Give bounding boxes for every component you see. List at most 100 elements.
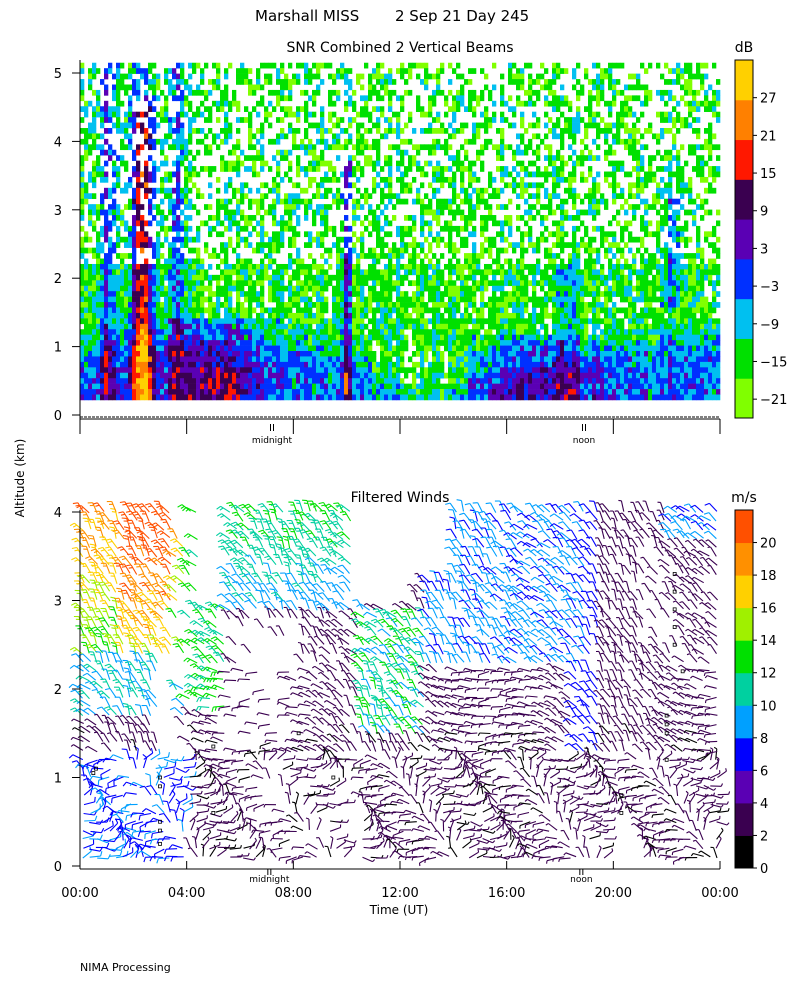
snr-cell bbox=[120, 253, 125, 259]
snr-cell bbox=[208, 345, 213, 352]
snr-cell bbox=[292, 351, 297, 357]
snr-cell bbox=[432, 340, 437, 346]
snr-cell bbox=[404, 79, 409, 85]
snr-cell bbox=[152, 291, 157, 297]
snr-cell bbox=[196, 84, 201, 91]
snr-cell bbox=[256, 198, 261, 205]
snr-cell bbox=[292, 204, 297, 210]
snr-cell bbox=[504, 274, 509, 281]
snr-cell bbox=[512, 106, 517, 112]
snr-cell bbox=[172, 340, 177, 346]
snr-cell bbox=[376, 274, 381, 281]
snr-cell bbox=[164, 225, 169, 232]
snr-cell bbox=[416, 340, 421, 346]
snr-cell bbox=[236, 253, 241, 259]
snr-cell bbox=[520, 318, 525, 325]
snr-cell bbox=[420, 106, 425, 112]
snr-cell bbox=[328, 361, 333, 368]
snr-cell bbox=[516, 215, 521, 221]
snr-cell bbox=[344, 68, 349, 74]
snr-cell bbox=[412, 236, 417, 243]
snr-cell bbox=[184, 79, 189, 85]
snr-cell bbox=[96, 285, 101, 292]
snr-cell bbox=[168, 89, 173, 96]
snr-cell bbox=[396, 176, 401, 183]
snr-cell bbox=[268, 89, 273, 96]
snr-cell bbox=[488, 263, 493, 270]
snr-cell bbox=[404, 242, 409, 248]
snr-cell bbox=[228, 323, 233, 330]
snr-cell bbox=[516, 182, 521, 189]
snr-cell bbox=[248, 307, 253, 314]
snr-cell bbox=[412, 220, 417, 227]
snr-cell bbox=[424, 394, 429, 401]
snr-cell bbox=[108, 149, 113, 156]
snr-cell bbox=[136, 383, 141, 390]
snr-cell bbox=[168, 285, 173, 292]
snr-cell bbox=[104, 389, 109, 395]
snr-cell bbox=[548, 193, 553, 200]
snr-cell bbox=[348, 100, 353, 107]
snr-cell bbox=[492, 372, 497, 379]
snr-cell bbox=[132, 215, 137, 221]
snr-cell bbox=[200, 334, 205, 341]
snr-cell bbox=[224, 345, 229, 352]
snr-cell bbox=[140, 296, 145, 303]
snr-cell bbox=[356, 329, 361, 335]
snr-cell bbox=[168, 122, 173, 129]
snr-cell bbox=[188, 318, 193, 325]
snr-cell bbox=[492, 361, 497, 368]
snr-cell bbox=[320, 133, 325, 140]
snr-cell bbox=[396, 318, 401, 325]
snr-cell bbox=[408, 318, 413, 325]
snr-cell bbox=[388, 329, 393, 335]
snr-cell bbox=[356, 383, 361, 390]
snr-cell bbox=[424, 144, 429, 151]
snr-cell bbox=[184, 334, 189, 341]
snr-cell bbox=[280, 176, 285, 183]
snr-cell bbox=[128, 182, 133, 189]
snr-cell bbox=[284, 198, 289, 205]
snr-cell bbox=[328, 89, 333, 96]
snr-cell bbox=[500, 111, 505, 118]
snr-cell bbox=[92, 171, 97, 178]
snr-cell bbox=[424, 307, 429, 314]
snr-cell bbox=[136, 263, 141, 270]
snr-cell bbox=[284, 133, 289, 140]
snr-cell bbox=[300, 285, 305, 292]
snr-cell bbox=[128, 345, 133, 352]
snr-cell bbox=[164, 176, 169, 183]
snr-cell bbox=[504, 356, 509, 363]
snr-cell bbox=[280, 372, 285, 379]
snr-cell bbox=[528, 193, 533, 200]
snr-cell bbox=[484, 394, 489, 401]
snr-cell bbox=[212, 291, 217, 297]
snr-cell bbox=[376, 340, 381, 346]
snr-cell bbox=[152, 367, 157, 374]
snr-cell bbox=[276, 149, 281, 156]
snr-cell bbox=[504, 258, 509, 265]
snr-cell bbox=[96, 100, 101, 107]
snr-cell bbox=[140, 122, 145, 129]
snr-cell bbox=[412, 280, 417, 287]
snr-cell bbox=[292, 111, 297, 118]
snr-cell bbox=[244, 73, 249, 80]
snr-cell bbox=[212, 318, 217, 325]
snr-cell bbox=[424, 351, 429, 357]
snr-cell bbox=[124, 334, 129, 341]
snr-cell bbox=[480, 389, 485, 395]
snr-cell bbox=[204, 318, 209, 325]
snr-cell bbox=[92, 138, 97, 145]
snr-cell bbox=[332, 166, 337, 172]
snr-cell bbox=[220, 269, 225, 276]
snr-cell bbox=[460, 236, 465, 243]
snr-cell bbox=[260, 394, 265, 401]
snr-cell bbox=[180, 79, 185, 85]
snr-cell bbox=[368, 155, 373, 161]
snr-cell bbox=[436, 84, 441, 91]
snr-cell bbox=[396, 323, 401, 330]
snr-cell bbox=[128, 138, 133, 145]
snr-cell bbox=[88, 312, 93, 319]
snr-cell bbox=[440, 225, 445, 232]
snr-cell bbox=[112, 383, 117, 390]
